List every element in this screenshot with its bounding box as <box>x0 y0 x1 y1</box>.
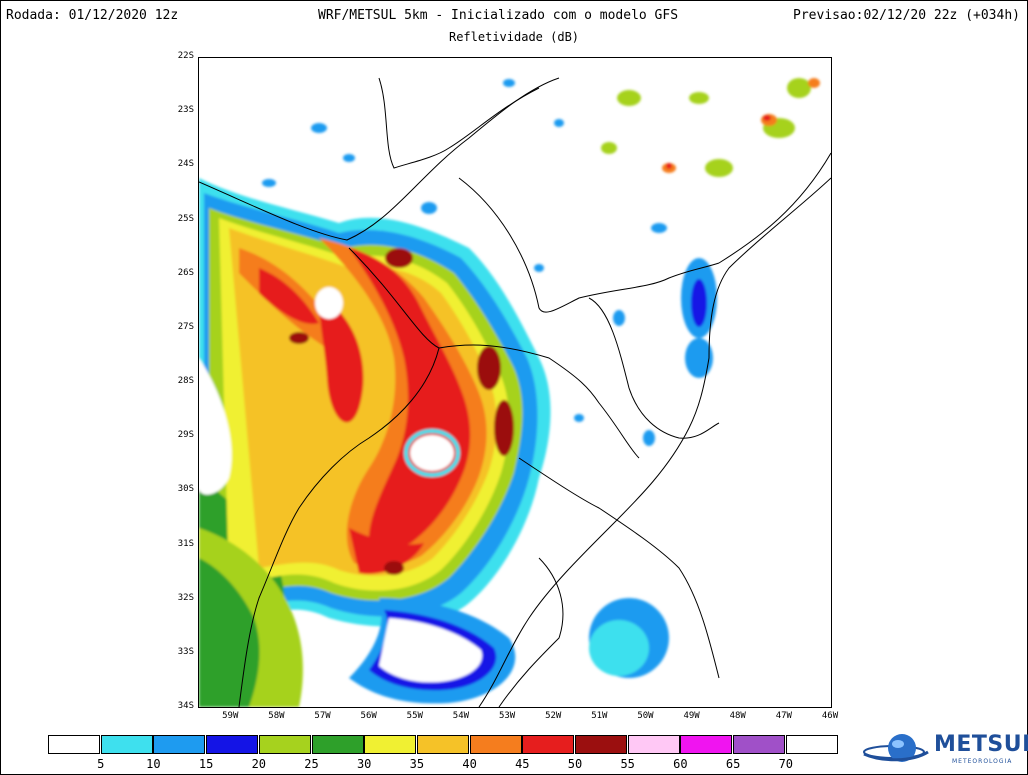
colorbar-label: 35 <box>409 757 425 771</box>
colorbar-label: 60 <box>673 757 688 771</box>
colorbar-swatch <box>153 735 206 754</box>
colorbar-swatch <box>364 735 417 754</box>
metsul-globe-icon <box>863 734 929 762</box>
map-svg <box>199 77 831 707</box>
colorbar-swatch <box>522 735 575 754</box>
lat-tick-label: 29S <box>177 430 194 441</box>
lat-tick-label: 24S <box>177 159 194 170</box>
forecast-time-label: Previsao:02/12/20 22z (+034h) <box>793 8 1020 23</box>
colorbar-swatch <box>100 735 153 754</box>
lat-tick-label: 34S <box>177 701 194 711</box>
lon-tick-label: 48W <box>729 711 746 721</box>
lon-tick-label: 56W <box>360 711 377 721</box>
colorbar-label: 40 <box>462 757 477 771</box>
colorbar-swatch <box>575 735 627 754</box>
colorbar-swatch <box>258 735 311 754</box>
colorbar-swatch <box>733 735 786 754</box>
colorbar-swatch <box>48 735 100 754</box>
colorbar-label: 20 <box>251 757 267 771</box>
brand-tagline: METEOROLOGIA <box>952 758 1013 765</box>
reflectivity-field <box>199 78 820 707</box>
lon-tick-label: 59W <box>222 711 239 721</box>
lat-tick-label: 30S <box>177 484 194 495</box>
lon-tick-label: 54W <box>452 711 470 721</box>
colorbar-label: 15 <box>198 757 214 771</box>
colorbar-swatch <box>206 735 259 754</box>
brand-name: METSUL <box>934 732 1028 757</box>
lon-tick-label: 55W <box>406 711 423 721</box>
lat-tick-label: 25S <box>177 213 194 224</box>
lat-tick-label: 26S <box>177 267 194 278</box>
lon-tick-label: 49W <box>683 711 700 721</box>
boundaries <box>199 77 831 707</box>
lat-tick-label: 22S <box>177 51 194 61</box>
lat-tick-label: 27S <box>177 321 194 332</box>
lon-tick-label: 58W <box>268 711 285 721</box>
colorbar-swatch <box>627 735 680 754</box>
colorbar-label: 45 <box>515 757 530 771</box>
lon-tick-label: 53W <box>498 711 516 721</box>
lon-tick-label: 50W <box>637 711 654 721</box>
colorbar-label: 25 <box>304 757 319 771</box>
colorbar-label: 50 <box>567 757 583 771</box>
colorbar-swatch <box>469 735 522 754</box>
colorbar-swatch <box>785 735 838 754</box>
lat-tick-label: 33S <box>177 646 194 657</box>
lon-tick-label: 46W <box>821 711 839 721</box>
lat-tick-label: 23S <box>177 105 194 116</box>
variable-subtitle: Refletividade (dB) <box>448 30 580 44</box>
colorbar-swatch <box>311 735 364 754</box>
lon-tick-label: 57W <box>314 711 331 721</box>
lat-tick-label: 28S <box>177 376 194 386</box>
run-date-label: Rodada: 01/12/2020 12z <box>6 8 179 23</box>
colorbar-label: 55 <box>620 757 635 771</box>
reflectivity-map <box>198 57 832 708</box>
colorbar-label: 65 <box>725 757 741 771</box>
colorbar-label: 5 <box>97 757 105 771</box>
model-title: WRF/METSUL 5km - Inicializado com o mode… <box>318 8 679 23</box>
colorbar-swatch <box>416 735 469 754</box>
lon-tick-label: 47W <box>775 711 792 721</box>
colorbar-swatch <box>680 735 733 754</box>
lon-tick-label: 52W <box>545 711 562 721</box>
colorbar-label: 30 <box>356 757 372 771</box>
lat-tick-label: 32S <box>177 592 194 603</box>
colorbar-label: 70 <box>778 757 794 771</box>
lat-tick-label: 31S <box>177 538 194 549</box>
colorbar-label: 10 <box>146 757 161 771</box>
lon-tick-label: 51W <box>591 711 608 721</box>
